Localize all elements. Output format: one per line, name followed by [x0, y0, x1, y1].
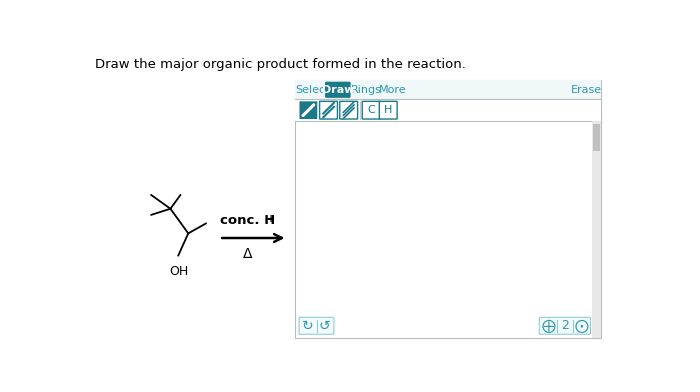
Text: More: More: [379, 85, 407, 95]
Bar: [592, 121, 601, 338]
FancyBboxPatch shape: [325, 82, 351, 98]
Text: ⨀: ⨀: [574, 319, 588, 333]
Text: ⨁: ⨁: [542, 319, 556, 333]
Text: Select: Select: [295, 85, 330, 95]
Text: OH: OH: [169, 265, 188, 278]
FancyBboxPatch shape: [340, 101, 358, 119]
FancyBboxPatch shape: [539, 317, 591, 334]
FancyBboxPatch shape: [362, 101, 380, 119]
Text: Δ: Δ: [243, 247, 253, 261]
Text: 2: 2: [561, 319, 569, 332]
Text: conc. H: conc. H: [220, 214, 276, 227]
Text: Draw the major organic product formed in the reaction.: Draw the major organic product formed in…: [95, 58, 466, 71]
Text: Draw: Draw: [321, 85, 354, 95]
FancyBboxPatch shape: [300, 101, 317, 119]
Text: ↻: ↻: [302, 319, 314, 333]
Bar: [295, 100, 601, 121]
FancyBboxPatch shape: [299, 317, 334, 334]
Bar: [295, 80, 601, 100]
Text: H: H: [384, 105, 393, 115]
Text: Erase: Erase: [571, 85, 602, 95]
Bar: [593, 124, 600, 151]
FancyBboxPatch shape: [320, 101, 337, 119]
Text: Rings: Rings: [351, 85, 382, 95]
Text: ↺: ↺: [318, 319, 330, 333]
FancyBboxPatch shape: [379, 101, 397, 119]
Text: +: +: [267, 214, 275, 224]
Text: C: C: [368, 105, 375, 115]
Bar: [295, 80, 601, 338]
